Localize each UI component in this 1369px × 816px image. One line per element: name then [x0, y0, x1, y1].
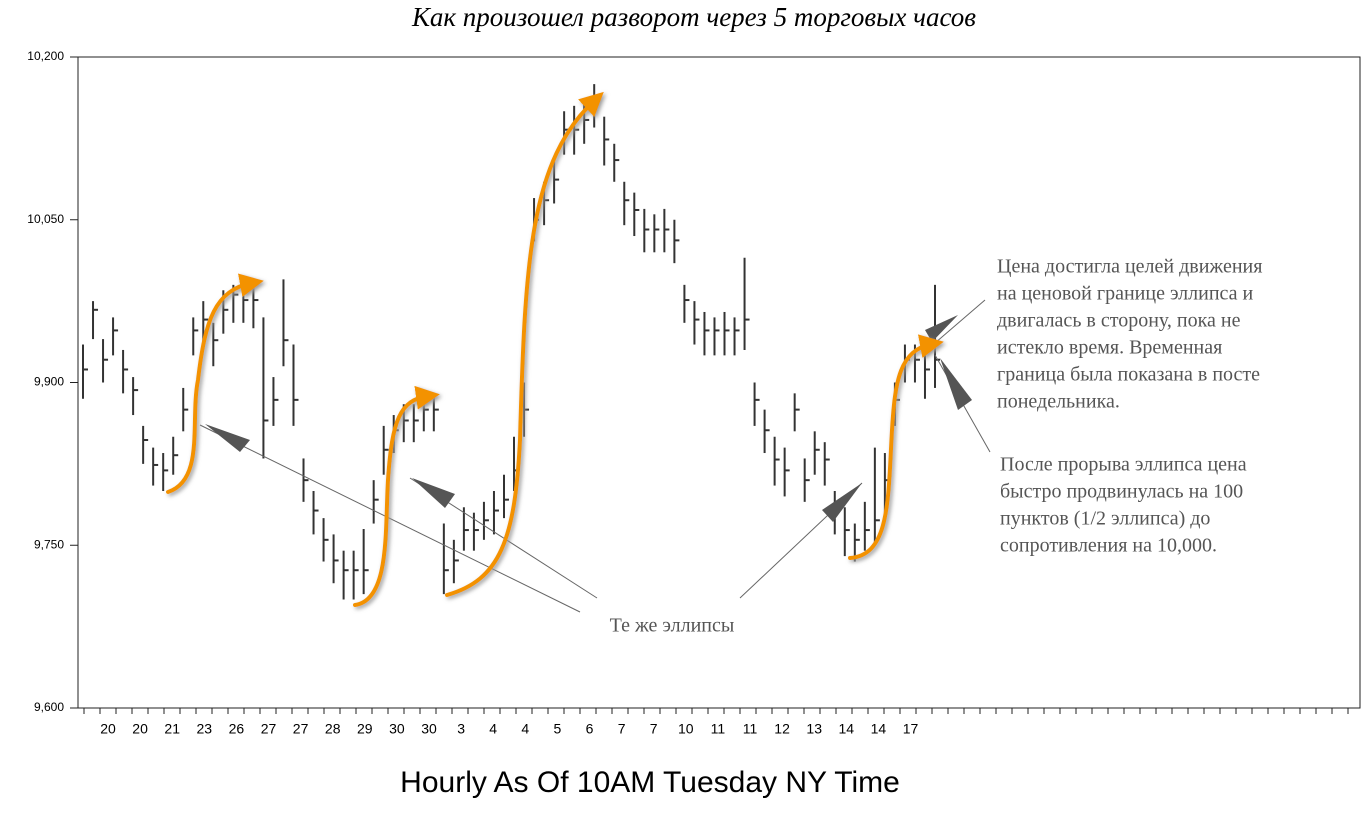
x-tick-label: 23: [197, 721, 213, 737]
x-tick-label: 5: [554, 721, 562, 737]
annotation-line: понедельника.: [997, 391, 1120, 413]
x-tick-label: 28: [325, 721, 341, 737]
y-tick-label: 9,750: [34, 537, 64, 551]
annotation-line: истекло время. Временная: [997, 337, 1222, 359]
bars: [82, 84, 940, 600]
annotations: Цена достигла целей движения на ценовой г…: [610, 256, 1263, 637]
x-tick-label: 3: [457, 721, 465, 737]
chart-title: Как произошел разворот через 5 торговых …: [411, 2, 976, 32]
x-tick-label: 4: [521, 721, 529, 737]
y-tick-label: 10,050: [27, 212, 64, 226]
ellipse-markers: [205, 315, 972, 522]
annotation-line: быстро продвинулась на 100: [1000, 481, 1243, 503]
x-tick-label: 11: [743, 721, 758, 737]
x-tick-label: 6: [586, 721, 594, 737]
annotation-lines: [199, 299, 991, 613]
annotation-line: пунктов (1/2 эллипса) до: [1000, 508, 1210, 530]
annotation-line: двигалась в сторону, пока не: [997, 310, 1241, 332]
annotation-line: Цена достигла целей движения: [997, 256, 1262, 278]
x-tick-label: 20: [100, 721, 116, 737]
x-tick-label: 13: [806, 721, 822, 737]
x-tick-label: 27: [261, 721, 277, 737]
x-tick-label: 27: [293, 721, 309, 737]
x-tick-label: 4: [489, 721, 497, 737]
x-tick-label: 30: [421, 721, 437, 737]
annotation-line: на ценовой границе эллипса и: [997, 283, 1254, 305]
annotation-line: граница была показана в посте: [997, 364, 1260, 386]
x-tick-label: 26: [229, 721, 245, 737]
x-axis-title: Hourly As Of 10AM Tuesday NY Time: [400, 766, 900, 799]
y-tick-label: 9,600: [34, 700, 64, 714]
x-tick-label: 29: [357, 721, 373, 737]
y-tick-label: 10,200: [27, 49, 64, 63]
annotation-line: сопротивления на 10,000.: [1000, 535, 1217, 557]
y-tick-label: 9,900: [34, 375, 64, 389]
annotation-line: После прорыва эллипса цена: [1000, 454, 1247, 476]
orange-arrows: [166, 91, 944, 607]
x-tick-label: 30: [389, 721, 405, 737]
x-tick-label: 21: [164, 721, 180, 737]
x-tick-label: 11: [711, 721, 726, 737]
x-tick-label: 7: [650, 721, 658, 737]
x-tick-label: 20: [132, 721, 148, 737]
x-tick-label: 14: [871, 721, 887, 737]
x-tick-label: 14: [839, 721, 855, 737]
x-tick-label: 10: [678, 721, 694, 737]
x-tick-label: 17: [903, 721, 919, 737]
x-tick-label: 7: [618, 721, 626, 737]
x-tick-label: 12: [774, 721, 790, 737]
annotation: Те же эллипсы: [610, 615, 735, 637]
